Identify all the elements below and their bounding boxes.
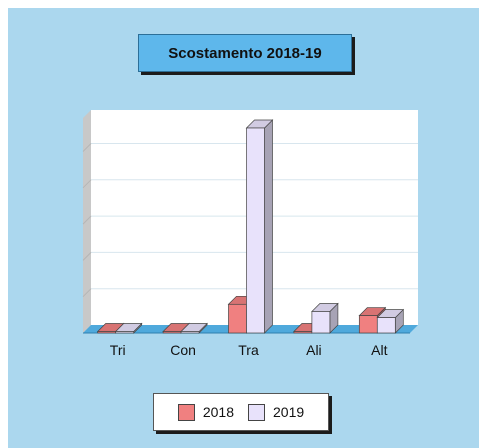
bar-ali-2018: [293, 331, 313, 334]
x-tick-label: Tri: [110, 342, 126, 358]
x-tick-label: Alt: [371, 342, 387, 358]
gridline-side: [82, 215, 92, 225]
plot-side-wall: [83, 110, 91, 333]
bar-ali-2019: [311, 311, 331, 334]
bar-con-2018: [162, 331, 182, 334]
legend-label-2018: 2018: [202, 404, 234, 420]
legend-entry-2019: 2019: [248, 403, 305, 421]
bar-tra-2018: [228, 303, 247, 334]
legend-label-2019: 2019: [273, 404, 305, 420]
legend-swatch-2019: [248, 403, 265, 421]
bar-alt-2018: [358, 315, 378, 334]
legend-entry-2018: 2018: [177, 403, 234, 421]
bar-tri-2019: [115, 331, 135, 334]
x-tick-label: Ali: [306, 342, 322, 358]
gridline-side: [82, 288, 92, 298]
chart-legend: 2018 2019: [153, 393, 329, 431]
chart-title-box: Scostamento 2018-19: [138, 34, 352, 72]
x-tick-label: Con: [170, 342, 196, 358]
bar-tri-2018: [97, 331, 117, 334]
chart-title: Scostamento 2018-19: [168, 44, 322, 62]
gridline-side: [82, 143, 92, 152]
bar-con-2019: [180, 331, 200, 334]
gridline-side: [82, 179, 92, 189]
bar-tra-2019-side: [264, 119, 273, 334]
legend-swatch-2018: [177, 403, 195, 421]
bar-alt-2019: [376, 317, 396, 334]
bar-tra-2019: [246, 127, 265, 334]
x-tick-label: Tra: [238, 342, 259, 358]
gridline-side: [82, 252, 92, 261]
